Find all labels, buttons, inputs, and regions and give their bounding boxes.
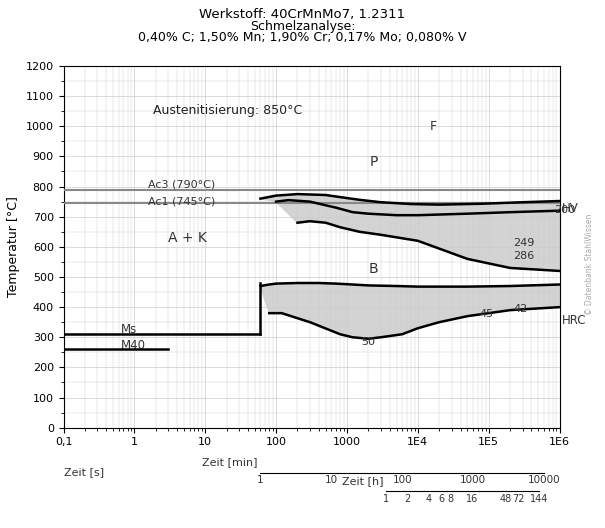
Text: Ac3 (790°C): Ac3 (790°C) bbox=[148, 180, 215, 190]
Text: 72: 72 bbox=[512, 494, 525, 504]
Text: A + K: A + K bbox=[168, 231, 207, 245]
Text: F: F bbox=[430, 120, 437, 133]
Text: 45: 45 bbox=[480, 309, 494, 319]
Text: P: P bbox=[370, 155, 378, 169]
Text: Werkstoff: 40CrMnMo7, 1.2311: Werkstoff: 40CrMnMo7, 1.2311 bbox=[200, 8, 405, 21]
Text: 200: 200 bbox=[555, 205, 576, 215]
Text: 144: 144 bbox=[530, 494, 549, 504]
Polygon shape bbox=[260, 283, 560, 339]
Text: HRC: HRC bbox=[562, 314, 587, 327]
Polygon shape bbox=[260, 194, 560, 215]
Text: 4: 4 bbox=[426, 494, 432, 504]
Text: 2: 2 bbox=[405, 494, 411, 504]
Text: M40: M40 bbox=[120, 339, 146, 352]
Text: 6: 6 bbox=[439, 494, 445, 504]
Text: 48: 48 bbox=[500, 494, 512, 504]
Text: 1000: 1000 bbox=[460, 475, 486, 485]
Text: 10: 10 bbox=[325, 475, 338, 485]
Text: © Datenbank StahlWissen: © Datenbank StahlWissen bbox=[586, 213, 594, 315]
Text: 0,40% C; 1,50% Mn; 1,90% Cr; 0,17% Mo; 0,080% V: 0,40% C; 1,50% Mn; 1,90% Cr; 0,17% Mo; 0… bbox=[139, 31, 466, 44]
Y-axis label: Temperatur [°C]: Temperatur [°C] bbox=[7, 196, 20, 297]
Text: B: B bbox=[369, 261, 378, 276]
Polygon shape bbox=[276, 200, 560, 271]
Text: 16: 16 bbox=[466, 494, 478, 504]
Text: Schmelzanalyse:: Schmelzanalyse: bbox=[250, 20, 355, 33]
Text: 1: 1 bbox=[257, 475, 264, 485]
Text: Ms: Ms bbox=[120, 323, 137, 336]
Text: 50: 50 bbox=[361, 337, 376, 347]
Text: 10000: 10000 bbox=[528, 475, 560, 485]
Text: Zeit [h]: Zeit [h] bbox=[342, 476, 384, 486]
Text: Zeit [min]: Zeit [min] bbox=[202, 457, 257, 467]
Text: 100: 100 bbox=[393, 475, 412, 485]
Text: 8: 8 bbox=[447, 494, 454, 504]
Text: Ac1 (745°C): Ac1 (745°C) bbox=[148, 196, 215, 206]
Text: 42: 42 bbox=[513, 304, 528, 314]
Text: 249: 249 bbox=[513, 238, 534, 248]
Text: 1: 1 bbox=[384, 494, 390, 504]
Text: Austenitisierung: 850°C: Austenitisierung: 850°C bbox=[152, 103, 302, 117]
Text: 286: 286 bbox=[513, 251, 534, 261]
Text: HV: HV bbox=[562, 202, 579, 215]
Text: Zeit [s]: Zeit [s] bbox=[64, 467, 103, 477]
